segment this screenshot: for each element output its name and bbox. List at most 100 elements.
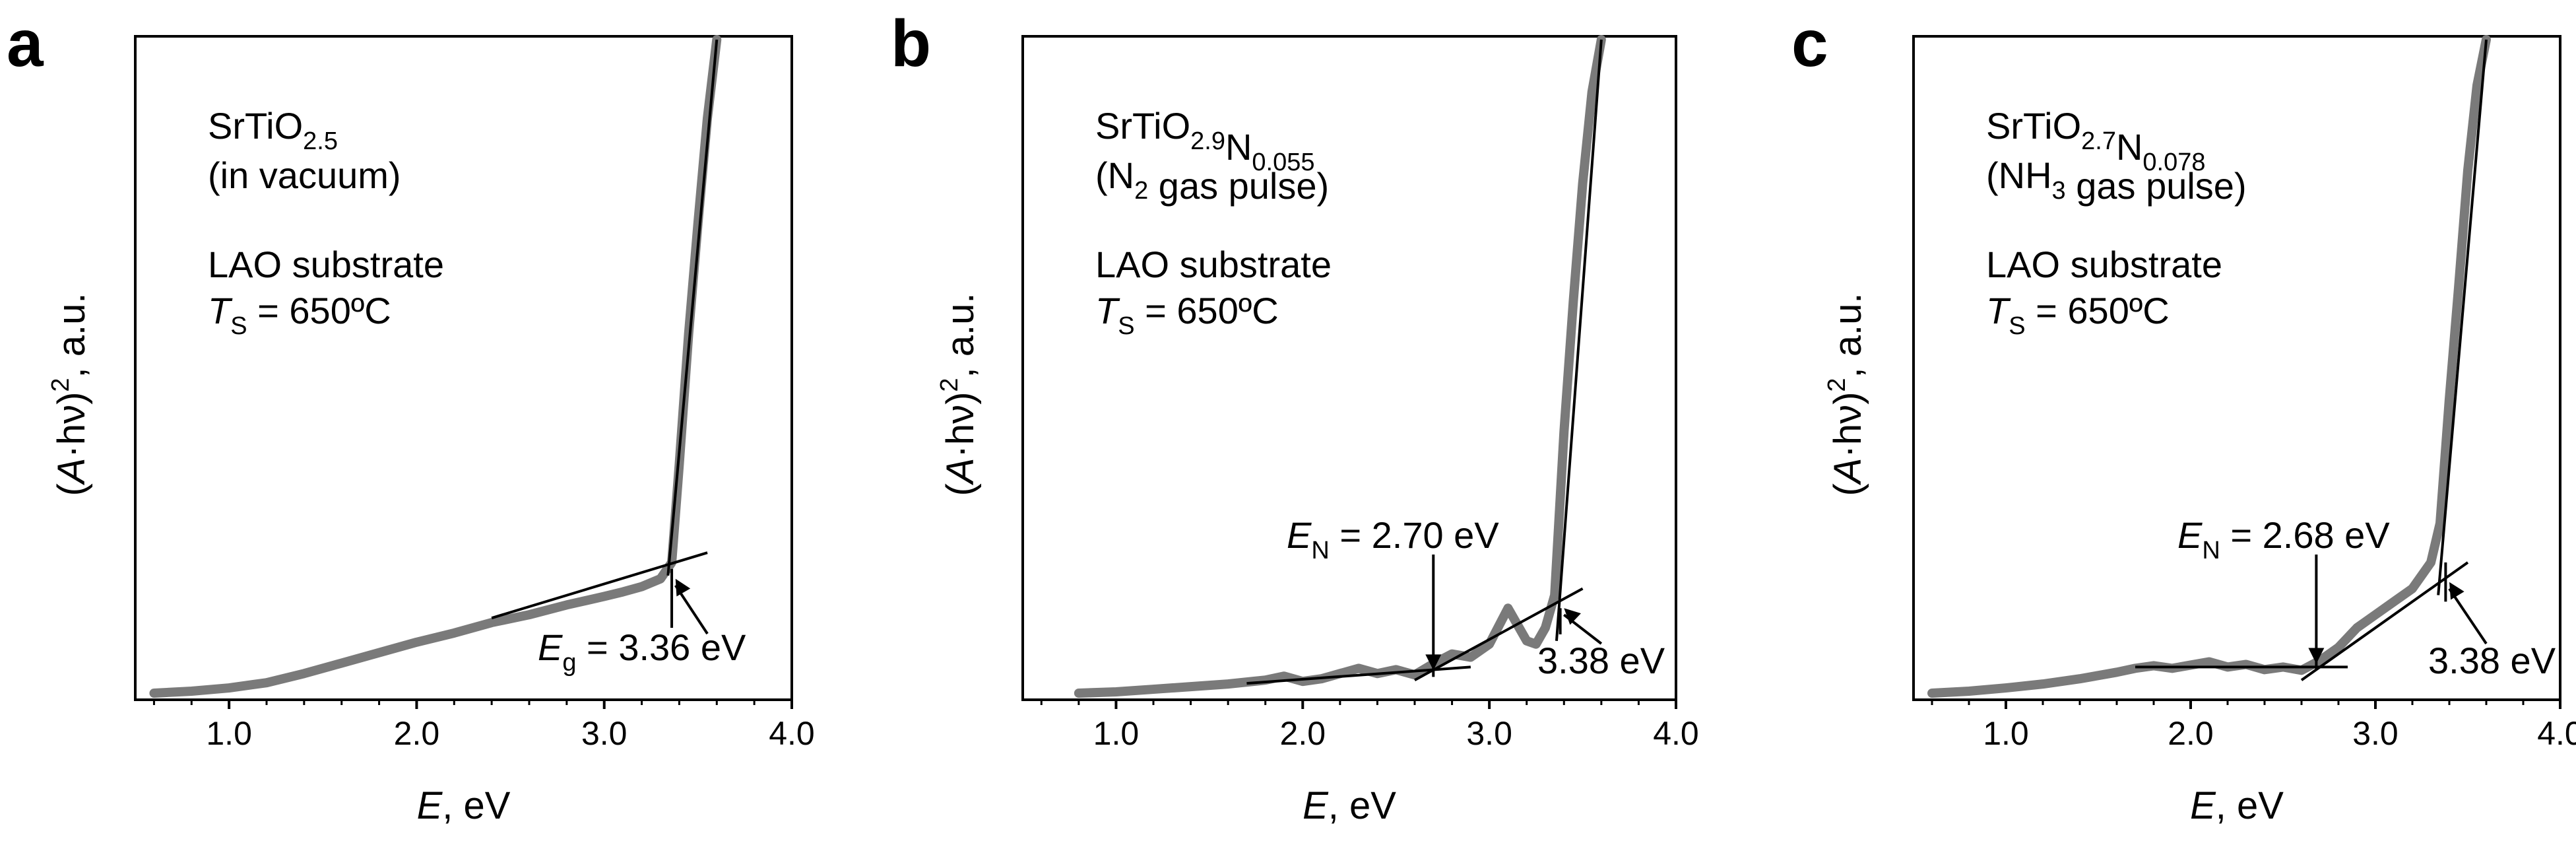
- x-tick-label: 1.0: [1983, 715, 2029, 752]
- annotation-arrowhead: [675, 578, 691, 597]
- x-tick-label: 2.0: [394, 715, 440, 752]
- temperature-var: T: [208, 290, 233, 331]
- substrate-label: LAO substrate: [1986, 244, 2222, 285]
- data-point: [1560, 428, 1568, 436]
- compound-sub: 2.7: [2081, 127, 2116, 155]
- x-axis-label: E, eV: [417, 784, 511, 827]
- x-tick-label: 2.0: [2168, 715, 2214, 752]
- compound-sub: 2.5: [303, 127, 338, 155]
- temperature-value: = 650ºC: [2026, 290, 2170, 331]
- y-axis-sup: 2: [47, 378, 75, 391]
- fit-line: [491, 551, 708, 620]
- data-point: [2455, 284, 2463, 292]
- y-axis-label: (A·hν)2, a.u.: [936, 292, 982, 496]
- condition-part: gas pulse): [2066, 165, 2247, 207]
- compound-sub: 0.078: [2142, 149, 2205, 176]
- compound-sub: 2.9: [1190, 127, 1225, 155]
- compound-part: SrTiO: [208, 105, 303, 147]
- y-axis-var: A: [939, 458, 982, 486]
- x-tick-label: 3.0: [1466, 715, 1512, 752]
- annotation-value: = 3.36 eV: [577, 626, 747, 668]
- y-axis-mid: ·hν): [1826, 392, 1869, 458]
- condition-part: (NH: [1986, 154, 2052, 196]
- annotation-value: 3.38 eV: [2428, 640, 2556, 681]
- x-tick-label: 4.0: [1653, 715, 1699, 752]
- temperature-sub: S: [2009, 312, 2025, 340]
- compound-formula: SrTiO2.7N0.078: [1986, 105, 2206, 176]
- annotation-label: EN = 2.68 eV: [2177, 514, 2390, 564]
- compound-part: SrTiO: [1986, 105, 2081, 147]
- annotation-var: E: [1287, 514, 1312, 556]
- condition-sub: 3: [2052, 177, 2066, 205]
- y-axis-post: , a.u.: [1826, 292, 1869, 378]
- annotation-value: = 2.68 eV: [2220, 514, 2391, 556]
- data-point: [1578, 179, 1587, 187]
- x-tick-label: 3.0: [2352, 715, 2399, 752]
- panel-letter: b: [891, 7, 931, 81]
- annotation-label: EN = 2.70 eV: [1287, 514, 1499, 564]
- x-axis-unit: , eV: [2216, 784, 2284, 827]
- annotation-sub: g: [562, 649, 576, 677]
- condition-sub: 2: [1134, 177, 1148, 205]
- temperature-var: T: [1986, 290, 2011, 331]
- data-point: [2464, 166, 2472, 174]
- y-axis-sup: 2: [936, 378, 963, 391]
- temperature-label: TS = 650ºC: [1986, 290, 2170, 340]
- y-axis-label: (A·hν)2, a.u.: [1823, 292, 1869, 496]
- temperature-label: TS = 650ºC: [1095, 290, 1279, 340]
- temperature-sub: S: [1118, 312, 1134, 340]
- annotation-var: E: [2177, 514, 2203, 556]
- panel-b: b1.0 2.0 3.0 4.0E, eV(A·hν)2, a.u.SrTiO2.9N…: [891, 7, 1699, 827]
- compound-part: N: [2116, 126, 2142, 168]
- temperature-sub: S: [230, 312, 247, 340]
- substrate-label: LAO substrate: [1095, 244, 1332, 285]
- x-axis-var: E: [417, 784, 443, 827]
- temperature-value: = 650ºC: [247, 290, 391, 331]
- growth-condition: (N2 gas pulse): [1095, 154, 1329, 207]
- y-axis-var: A: [50, 458, 93, 486]
- data-point: [2427, 558, 2435, 566]
- data-point: [1588, 88, 1596, 96]
- data-point: [1569, 297, 1578, 305]
- temperature-var: T: [1095, 290, 1120, 331]
- annotation-var: E: [538, 626, 563, 668]
- compound-formula: SrTiO2.5: [208, 105, 338, 155]
- compound-part: N: [1225, 126, 1252, 168]
- annotation-label: 3.38 eV: [1537, 640, 1665, 681]
- panel-c: c 1.0 2.0 3.0 4.0 E , eV (A·hν)2, a.u. SrTiO2.7N…: [1791, 7, 2576, 827]
- annotation-arrowhead: [1564, 608, 1581, 625]
- panel-letter: c: [1791, 7, 1828, 81]
- compound-formula: SrTiO2.9N0.055: [1095, 105, 1315, 176]
- plot-frame: [1912, 35, 2561, 701]
- growth-condition: (in vacuum): [208, 154, 401, 196]
- annotation-label: 3.38 eV: [2428, 640, 2556, 681]
- x-tick-label: 3.0: [581, 715, 628, 752]
- y-axis-mid: ·hν): [50, 392, 93, 458]
- annotation-arrowhead: [1425, 654, 1442, 671]
- x-tick-label: 4.0: [2537, 715, 2576, 752]
- y-axis-mid: ·hν): [939, 392, 982, 458]
- y-axis-sup: 2: [1823, 378, 1851, 391]
- y-axis-post: , a.u.: [939, 292, 982, 378]
- x-tick-label: 2.0: [1280, 715, 1326, 752]
- data-point: [2473, 81, 2481, 90]
- temperature-value: = 650ºC: [1135, 290, 1279, 331]
- x-tick-label: 1.0: [1093, 715, 1140, 752]
- x-axis-label: E, eV: [1303, 784, 1396, 827]
- annotation-value: 3.38 eV: [1537, 640, 1665, 681]
- fit-line: [666, 39, 719, 576]
- panel-a: a1.0 2.0 3.0 4.0E, eV(A·hν)2, a.u.SrTiO2.5(…: [7, 7, 815, 827]
- annotation-sub: N: [1311, 537, 1329, 564]
- y-axis-post: , a.u.: [50, 292, 93, 378]
- y-axis-label: (A·hν)2, a.u.: [47, 292, 93, 496]
- plot-frame: [134, 35, 793, 701]
- y-axis-pre: (: [1826, 483, 1869, 496]
- x-axis-unit: , eV: [1328, 784, 1396, 827]
- substrate-label: LAO substrate: [208, 244, 444, 285]
- compound-sub: 0.055: [1252, 149, 1314, 176]
- x-tick-label: 4.0: [769, 715, 815, 752]
- plot-frame: [1021, 35, 1677, 701]
- x-axis-var: E: [1303, 784, 1329, 827]
- y-axis-var: A: [1826, 458, 1869, 486]
